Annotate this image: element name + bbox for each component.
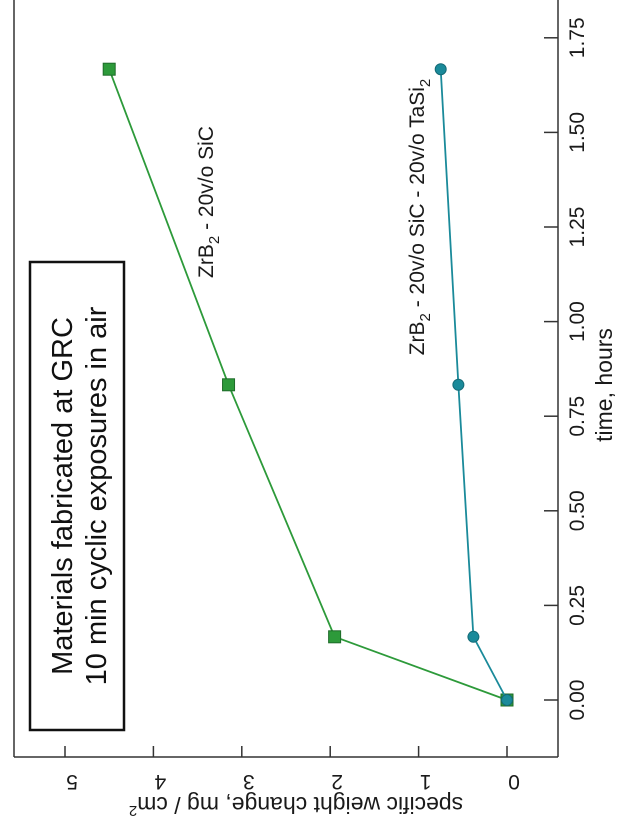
series-0-line bbox=[108, 68, 508, 701]
x-axis-ticks: 0.00 0.25 0.50 0.75 1.00 1.25 1.50 1.75 bbox=[544, 17, 589, 720]
series-0-point bbox=[222, 378, 236, 392]
x-tick-label: 1.00 bbox=[566, 301, 589, 342]
y-tick-label: 5 bbox=[66, 770, 78, 793]
series-1-point bbox=[467, 630, 480, 643]
series-layer bbox=[102, 62, 514, 707]
y-axis-title-exponent: 2 bbox=[129, 802, 137, 819]
y-axis-title-main: specific weight change, mg / cm bbox=[137, 792, 463, 818]
series-0-point bbox=[102, 62, 116, 76]
x-tick-label: 0.25 bbox=[566, 585, 589, 626]
series-label-zrb2-sic: ZrB2 - 20v/o SiC bbox=[195, 126, 223, 278]
series-label-zrb2-sic-tasi2-part1: ZrB bbox=[406, 321, 429, 355]
series-1-point bbox=[434, 63, 447, 76]
x-axis-title: time, hours bbox=[591, 328, 617, 442]
series-label-zrb2-sic-tasi2-sub2: 2 bbox=[417, 79, 434, 87]
series-label-zrb2-sic-part2: - 20v/o SiC bbox=[195, 126, 218, 236]
y-tick-label: 0 bbox=[508, 770, 520, 793]
x-tick-label: 0.75 bbox=[566, 396, 589, 437]
x-tick-label: 1.25 bbox=[566, 207, 589, 248]
x-tick-label: 1.75 bbox=[566, 17, 589, 58]
series-1-point bbox=[452, 378, 465, 391]
legend-box-line2: 10 min cyclic exposures in air bbox=[81, 306, 113, 685]
legend-box: Materials fabricated at GRC 10 min cycli… bbox=[28, 260, 126, 732]
y-tick-label: 3 bbox=[243, 770, 255, 793]
series-1-line bbox=[439, 69, 508, 701]
x-tick-label: 1.50 bbox=[566, 112, 589, 153]
series-0-point bbox=[328, 630, 342, 644]
series-label-zrb2-sic-tasi2-sub1: 2 bbox=[417, 313, 434, 321]
y-tick-label: 1 bbox=[420, 770, 432, 793]
y-axis-ticks: 0 1 2 3 4 5 bbox=[64, 746, 520, 793]
series-label-zrb2-sic-tasi2-part2: - 20v/o SiC - 20v/o TaSi bbox=[406, 87, 429, 313]
y-tick-label: 2 bbox=[331, 770, 343, 793]
plot-frame bbox=[13, 0, 559, 758]
series-1-point bbox=[501, 694, 513, 706]
legend-box-border bbox=[28, 260, 126, 732]
series-label-zrb2-sic-part1: ZrB bbox=[195, 244, 218, 278]
series-label-zrb2-sic-sub: 2 bbox=[206, 236, 223, 244]
y-axis-title: specific weight change, mg / cm2 bbox=[129, 792, 463, 819]
series-label-zrb2-sic-tasi2: ZrB2 - 20v/o SiC - 20v/o TaSi2 bbox=[406, 79, 434, 356]
legend-box-line1: Materials fabricated at GRC bbox=[47, 317, 79, 675]
y-tick-label: 4 bbox=[154, 770, 166, 793]
x-tick-label: 0.00 bbox=[566, 680, 589, 721]
x-tick-label: 0.50 bbox=[566, 490, 589, 531]
